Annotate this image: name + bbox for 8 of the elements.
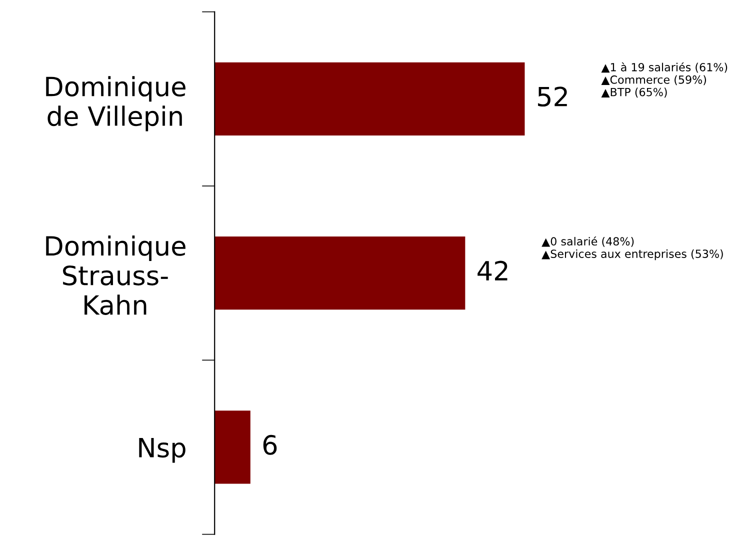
- text: ▲0 salarié (48%) ▲Services aux entreprises (53%): [542, 236, 723, 260]
- y-tick-label: Nsp: [139, 438, 186, 463]
- data-label: 52: [538, 86, 567, 107]
- y-tick-label: Dominique Strauss- Kahn: [46, 235, 186, 316]
- y-tick-label: Dominique de Villepin: [46, 76, 186, 132]
- text: ▲1 à 19 salariés (61%) ▲Commerce (59%) ▲BTP (65%): [601, 62, 728, 98]
- data-label: 42: [478, 260, 508, 280]
- data-label: 6: [263, 434, 277, 455]
